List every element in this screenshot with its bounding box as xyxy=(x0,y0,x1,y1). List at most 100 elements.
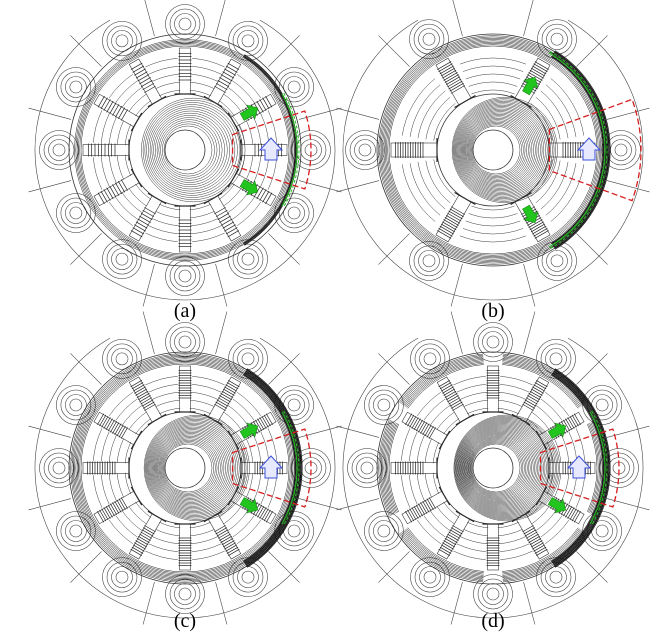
flux-loop xyxy=(453,376,486,386)
winding-turn xyxy=(214,403,226,411)
flux-loop xyxy=(260,431,269,462)
winding-turn xyxy=(563,504,571,517)
rotor-flux-line xyxy=(460,425,546,511)
winding-turn xyxy=(263,414,271,427)
flux-loop xyxy=(253,117,261,145)
winding-turn xyxy=(256,100,264,113)
winding-turn xyxy=(413,505,421,518)
winding-turn xyxy=(452,403,464,411)
outer-boundary xyxy=(342,19,644,301)
mesh-line xyxy=(298,425,342,438)
heavy-flux-line xyxy=(552,53,607,247)
winding-turn xyxy=(112,184,120,196)
winding-turn xyxy=(447,78,462,88)
winding-turn xyxy=(224,542,236,550)
winding-turn xyxy=(532,225,547,235)
yoke-flux-line xyxy=(378,35,608,265)
flux-loop xyxy=(93,110,103,143)
rotor-flux-line xyxy=(155,115,225,185)
flux-loop xyxy=(93,475,103,508)
flux-loop xyxy=(159,89,181,97)
tooth xyxy=(174,365,196,413)
yoke-segment-flux-line xyxy=(383,421,395,515)
heavy-flux-line xyxy=(246,368,303,568)
rotor-flux-line xyxy=(144,416,249,520)
winding-turn xyxy=(130,548,143,556)
lobe-ring xyxy=(69,524,83,538)
mesh-line xyxy=(378,233,410,265)
winding-turn xyxy=(103,189,111,201)
mesh-line xyxy=(268,35,300,67)
rotor-flux-line xyxy=(471,125,521,175)
flux-loop xyxy=(423,515,446,538)
yoke-segment-flux-line xyxy=(387,423,398,513)
rotor-flux-line xyxy=(469,440,525,496)
winding-turn xyxy=(444,390,457,398)
tooth-body xyxy=(128,58,163,105)
flux-loop xyxy=(238,124,246,146)
flux-loop xyxy=(145,58,178,68)
yoke-flux-line xyxy=(76,359,294,577)
heavy-flux-line xyxy=(243,373,297,563)
flux-loop xyxy=(116,120,124,145)
tooth xyxy=(482,523,504,571)
winding-turn xyxy=(132,65,145,73)
flux-loop xyxy=(190,399,215,407)
winding-turn xyxy=(409,415,417,428)
tooth xyxy=(511,510,550,560)
winding-turn xyxy=(438,380,451,388)
heavy-flux-line xyxy=(551,374,604,562)
winding-turn xyxy=(139,395,151,403)
flux-loop xyxy=(124,154,132,176)
yoke-segment-flux-line xyxy=(406,362,484,408)
winding-turn xyxy=(529,69,544,79)
heavy-flux-line xyxy=(243,55,297,245)
mesh-line xyxy=(576,353,608,385)
winding-turn xyxy=(221,538,234,546)
lobe-ring xyxy=(356,457,378,479)
winding-turn xyxy=(227,62,240,70)
yoke-segment-flux-line xyxy=(401,531,484,580)
winding-turn xyxy=(120,179,128,191)
lobe-ring xyxy=(178,587,192,601)
winding-turn xyxy=(527,533,539,541)
rotor-flux-line xyxy=(467,436,531,500)
shaft xyxy=(164,129,206,171)
winding-turn xyxy=(222,540,235,548)
winding-turn xyxy=(214,207,226,215)
caption-d: (d) xyxy=(481,610,505,632)
flux-loop xyxy=(462,65,524,72)
yoke-segment-flux-line xyxy=(399,353,484,403)
flux-loop xyxy=(260,474,269,505)
flux-loop xyxy=(433,103,456,141)
mesh-line xyxy=(215,311,228,355)
lobe-ring xyxy=(283,76,305,98)
winding-turn xyxy=(523,401,536,409)
winding-turn xyxy=(426,498,434,511)
tooth-body xyxy=(128,513,163,560)
tooth xyxy=(435,57,476,109)
winding-turn xyxy=(139,77,151,85)
lobe-ring xyxy=(111,566,133,588)
yoke-segment-flux-line xyxy=(401,356,484,405)
flux-plot-d xyxy=(336,311,650,625)
lobe-ring xyxy=(241,252,255,266)
air-region xyxy=(28,311,342,625)
rotor-flux-line xyxy=(163,125,213,175)
tooth-body xyxy=(207,513,242,560)
winding-turn xyxy=(100,97,108,110)
winding-turn xyxy=(137,535,150,544)
lobe-ring xyxy=(473,574,513,614)
flux-loop xyxy=(218,418,235,435)
mesh-line xyxy=(606,425,650,438)
flux-loop xyxy=(267,475,277,508)
yoke-segment-flux-line xyxy=(402,531,484,579)
winding-turn xyxy=(106,187,114,200)
tooth-body xyxy=(93,93,140,128)
lobe-ring xyxy=(111,30,133,52)
shaft xyxy=(472,129,514,171)
winding-turn xyxy=(220,392,233,401)
winding-turn xyxy=(573,413,581,426)
flux-loop xyxy=(101,156,110,187)
yoke-segment-flux-line xyxy=(502,362,580,408)
